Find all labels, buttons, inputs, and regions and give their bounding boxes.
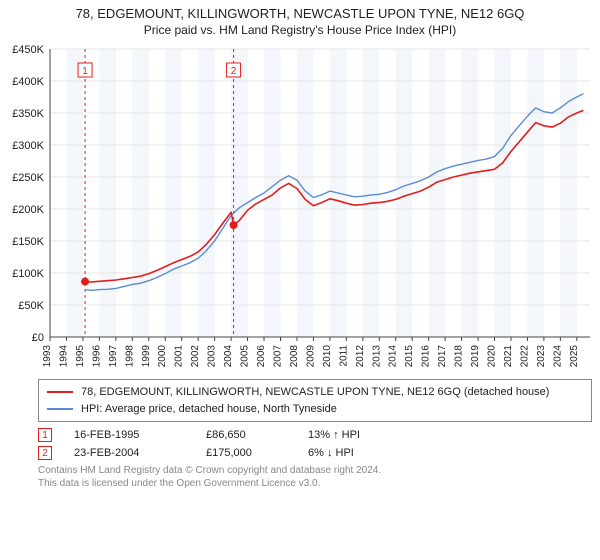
callout-row: 1 16-FEB-1995 £86,650 13% ↑ HPI [38, 428, 592, 442]
y-tick-label: £400K [12, 76, 44, 88]
legend-row: HPI: Average price, detached house, Nort… [47, 401, 583, 418]
x-tick-label: 2005 [240, 345, 251, 368]
x-tick-label: 2015 [404, 345, 415, 368]
callout-row: 2 23-FEB-2004 £175,000 6% ↓ HPI [38, 446, 592, 460]
callout-table: 1 16-FEB-1995 £86,650 13% ↑ HPI 2 23-FEB-2004… [38, 428, 592, 460]
x-tick-label: 1998 [124, 345, 135, 368]
x-tick-label: 2010 [322, 345, 333, 368]
chart-subtitle: Price paid vs. HM Land Registry's House … [6, 23, 594, 37]
callout-date: 16-FEB-1995 [74, 429, 184, 441]
callout-badge-number: 1 [82, 66, 88, 77]
x-tick-label: 2004 [223, 345, 234, 368]
x-tick-label: 2006 [256, 345, 267, 368]
legend-label: 78, EDGEMOUNT, KILLINGWORTH, NEWCASTLE U… [81, 384, 549, 401]
legend-label: HPI: Average price, detached house, Nort… [81, 401, 337, 418]
x-tick-label: 1997 [108, 345, 119, 368]
x-tick-label: 2012 [355, 345, 366, 368]
callout-badge-number: 2 [231, 66, 237, 77]
x-tick-label: 1994 [58, 345, 69, 368]
x-tick-label: 2003 [207, 345, 218, 368]
x-tick-label: 2013 [371, 345, 382, 368]
x-tick-label: 2019 [470, 345, 481, 368]
x-tick-label: 2001 [174, 345, 185, 368]
y-tick-label: £450K [12, 44, 44, 56]
x-tick-label: 2016 [421, 345, 432, 368]
x-tick-label: 2021 [503, 345, 514, 368]
x-tick-label: 2011 [338, 345, 349, 367]
x-tick-label: 1999 [141, 345, 152, 368]
x-tick-label: 2002 [190, 345, 201, 368]
chart-title: 78, EDGEMOUNT, KILLINGWORTH, NEWCASTLE U… [6, 6, 594, 21]
y-tick-label: £50K [18, 300, 44, 312]
x-tick-label: 1995 [75, 345, 86, 368]
legend-swatch [47, 391, 73, 393]
y-tick-label: £200K [12, 204, 44, 216]
callout-price: £86,650 [206, 429, 286, 441]
y-tick-label: £0 [32, 332, 44, 344]
x-tick-label: 1996 [91, 345, 102, 368]
chart-container: 78, EDGEMOUNT, KILLINGWORTH, NEWCASTLE U… [0, 0, 600, 560]
x-tick-label: 2024 [552, 345, 563, 368]
y-tick-label: £100K [12, 268, 44, 280]
x-tick-label: 2000 [157, 345, 168, 368]
callout-number-badge: 2 [38, 446, 52, 460]
legend-row: 78, EDGEMOUNT, KILLINGWORTH, NEWCASTLE U… [47, 384, 583, 401]
x-tick-label: 2018 [454, 345, 465, 368]
x-tick-label: 2017 [437, 345, 448, 368]
x-tick-label: 2022 [519, 345, 530, 368]
legend-box: 78, EDGEMOUNT, KILLINGWORTH, NEWCASTLE U… [38, 379, 592, 422]
footer-line-1: Contains HM Land Registry data © Crown c… [38, 464, 592, 477]
footer-line-2: This data is licensed under the Open Gov… [38, 477, 592, 490]
x-tick-label: 1993 [42, 345, 53, 368]
y-tick-label: £250K [12, 172, 44, 184]
callout-hpi-delta: 13% ↑ HPI [308, 429, 408, 441]
footer-attribution: Contains HM Land Registry data © Crown c… [38, 464, 592, 490]
x-tick-label: 2025 [569, 345, 580, 368]
y-tick-label: £350K [12, 108, 44, 120]
x-tick-label: 2020 [487, 345, 498, 368]
line-chart-svg: £0 £50K £100K £150K £200K £250K £300K £350K £400… [6, 43, 594, 373]
callout-date: 23-FEB-2004 [74, 447, 184, 459]
x-tick-label: 2009 [305, 345, 316, 368]
x-tick-label: 2008 [289, 345, 300, 368]
callout-price: £175,000 [206, 447, 286, 459]
x-tick-label: 2014 [388, 345, 399, 368]
y-tick-label: £300K [12, 140, 44, 152]
chart-area: £0 £50K £100K £150K £200K £250K £300K £350K £400… [6, 43, 594, 373]
callout-hpi-delta: 6% ↓ HPI [308, 447, 408, 459]
legend-swatch [47, 408, 73, 410]
y-tick-label: £150K [12, 236, 44, 248]
x-tick-label: 2007 [272, 345, 283, 368]
callout-number-badge: 1 [38, 428, 52, 442]
x-tick-label: 2023 [536, 345, 547, 368]
